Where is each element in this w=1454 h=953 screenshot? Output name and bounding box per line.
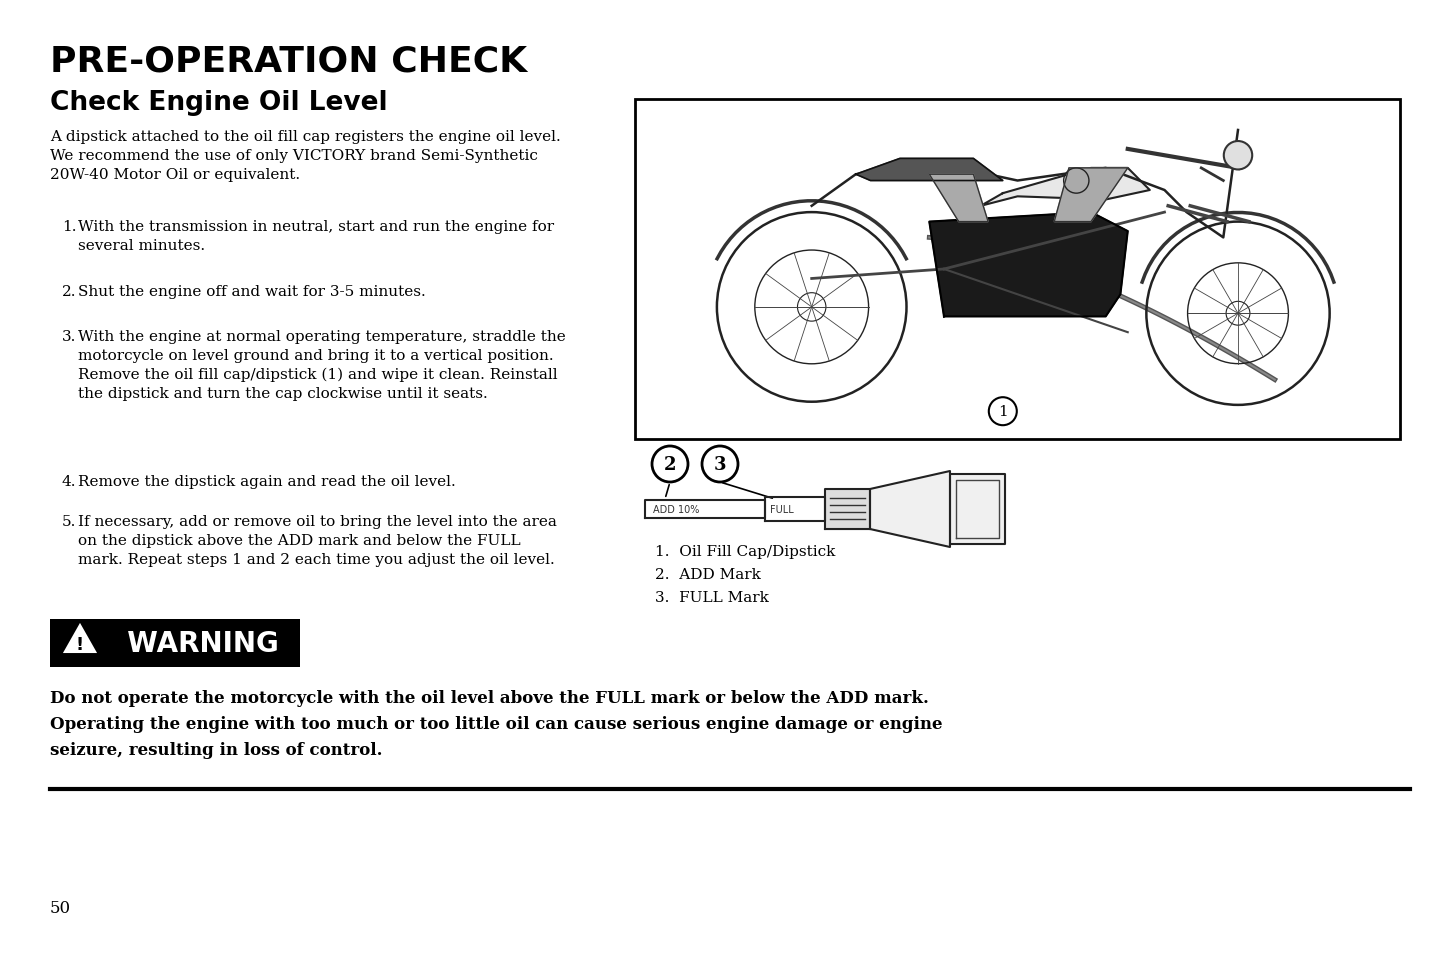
Polygon shape bbox=[824, 490, 869, 530]
Text: 4.: 4. bbox=[63, 475, 77, 489]
Text: Remove the dipstick again and read the oil level.: Remove the dipstick again and read the o… bbox=[79, 475, 455, 489]
Polygon shape bbox=[929, 213, 1128, 317]
Text: 2: 2 bbox=[663, 456, 676, 474]
Text: PRE-OPERATION CHECK: PRE-OPERATION CHECK bbox=[49, 45, 528, 79]
Text: With the engine at normal operating temperature, straddle the
motorcycle on leve: With the engine at normal operating temp… bbox=[79, 330, 566, 401]
Circle shape bbox=[1224, 142, 1252, 171]
Text: 2.  ADD Mark: 2. ADD Mark bbox=[654, 567, 760, 581]
Polygon shape bbox=[929, 175, 989, 222]
Polygon shape bbox=[64, 625, 96, 652]
Circle shape bbox=[702, 447, 739, 482]
Text: 3: 3 bbox=[714, 456, 726, 474]
Polygon shape bbox=[856, 159, 1003, 181]
Polygon shape bbox=[949, 475, 1005, 544]
Circle shape bbox=[989, 397, 1016, 426]
Text: With the transmission in neutral, start and run the engine for
several minutes.: With the transmission in neutral, start … bbox=[79, 220, 554, 253]
Text: 1: 1 bbox=[997, 405, 1008, 418]
Text: Shut the engine off and wait for 3-5 minutes.: Shut the engine off and wait for 3-5 min… bbox=[79, 285, 426, 298]
Circle shape bbox=[651, 447, 688, 482]
Text: 2.: 2. bbox=[63, 285, 77, 298]
Text: 1.: 1. bbox=[63, 220, 77, 233]
Text: 1.  Oil Fill Cap/Dipstick: 1. Oil Fill Cap/Dipstick bbox=[654, 544, 836, 558]
Text: ADD 10%: ADD 10% bbox=[653, 504, 699, 515]
Polygon shape bbox=[765, 497, 824, 521]
Text: 3.: 3. bbox=[63, 330, 77, 344]
Text: 3.  FULL Mark: 3. FULL Mark bbox=[654, 590, 769, 604]
Bar bbox=[49, 619, 300, 667]
Bar bbox=[635, 100, 1400, 439]
Text: If necessary, add or remove oil to bring the level into the area
on the dipstick: If necessary, add or remove oil to bring… bbox=[79, 515, 557, 566]
Text: A dipstick attached to the oil fill cap registers the engine oil level.
We recom: A dipstick attached to the oil fill cap … bbox=[49, 130, 561, 182]
Text: Check Engine Oil Level: Check Engine Oil Level bbox=[49, 90, 388, 116]
Polygon shape bbox=[869, 472, 949, 547]
Text: 5.: 5. bbox=[63, 515, 77, 529]
Text: WARNING: WARNING bbox=[108, 629, 279, 658]
Polygon shape bbox=[1054, 169, 1128, 222]
Text: Do not operate the motorcycle with the oil level above the FULL mark or below th: Do not operate the motorcycle with the o… bbox=[49, 689, 942, 759]
Polygon shape bbox=[646, 500, 765, 518]
Text: 50: 50 bbox=[49, 899, 71, 916]
Polygon shape bbox=[981, 169, 1150, 207]
Text: FULL: FULL bbox=[771, 504, 794, 515]
Text: !: ! bbox=[76, 636, 84, 654]
